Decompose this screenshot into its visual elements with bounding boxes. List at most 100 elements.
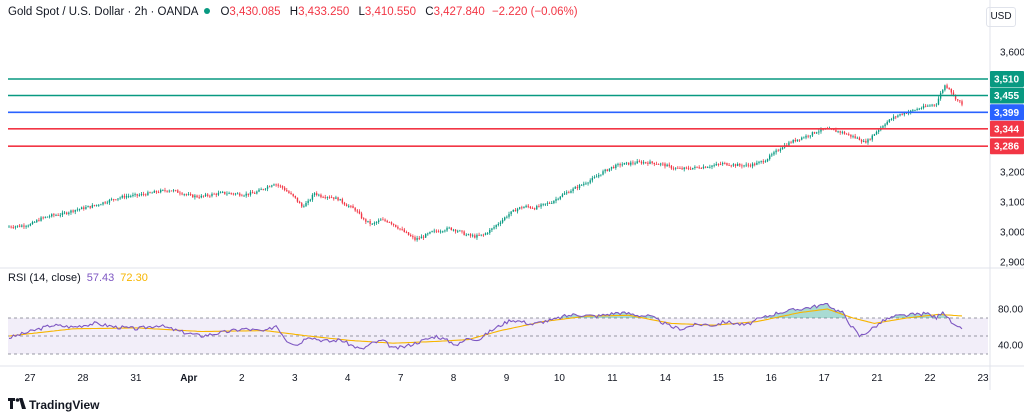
candle-body [452, 229, 455, 231]
currency-button[interactable]: USD [986, 7, 1016, 27]
candle-body [273, 184, 275, 186]
candle-body [431, 231, 433, 232]
candle-body [805, 135, 807, 138]
candle-body [903, 112, 906, 115]
candle-body [234, 193, 237, 195]
candle-body [192, 194, 194, 198]
candle-body [888, 119, 891, 122]
candle-body [489, 229, 491, 233]
candle-body [747, 164, 750, 166]
candle-body [53, 214, 55, 216]
rsi-band-background [8, 318, 988, 354]
candle-body [164, 190, 166, 191]
candle-body [44, 216, 47, 218]
candle-body [950, 88, 953, 93]
candle-body [21, 225, 23, 227]
y-tick-label: 3,200 [1000, 168, 1024, 179]
candle-body [548, 203, 551, 204]
candle-body [401, 228, 403, 230]
candle-body [480, 234, 482, 236]
candle-body [653, 162, 656, 165]
candle-body [467, 234, 470, 236]
x-tick-label: 17 [819, 373, 831, 384]
candle-body [230, 193, 232, 194]
candle-body [679, 168, 681, 169]
candle-body [25, 226, 27, 227]
candle-body [760, 161, 762, 162]
candle-body [884, 124, 886, 127]
candle-body [835, 129, 837, 132]
candle-body [651, 161, 653, 163]
candle-body [283, 187, 286, 191]
candle-body [422, 236, 425, 238]
candle-body [236, 193, 239, 195]
candle-body [506, 216, 508, 218]
candle-body [198, 196, 200, 198]
candle-body [856, 137, 858, 139]
candle-body [279, 185, 282, 187]
tradingview-logo[interactable]: TradingView [8, 398, 99, 412]
candle-body [305, 202, 307, 207]
candle-body [580, 184, 583, 186]
candle-body [87, 206, 89, 208]
candle-body [897, 115, 899, 117]
candle-body [781, 147, 784, 150]
candle-body [820, 129, 822, 132]
candle-body [512, 210, 514, 212]
candle-body [657, 164, 660, 165]
candle-body [18, 225, 21, 227]
candle-body [510, 211, 512, 215]
candle-body [741, 165, 743, 167]
candle-body [215, 193, 217, 195]
candle-body [484, 233, 487, 235]
candle-body [386, 220, 388, 223]
candle-body [854, 136, 856, 138]
candle-body [46, 216, 49, 218]
candle-body [627, 162, 630, 165]
candle-body [670, 165, 673, 169]
candle-body [469, 234, 472, 236]
candle-body [207, 194, 209, 196]
candle-body [320, 194, 322, 198]
candle-body [739, 164, 741, 166]
candle-body [271, 185, 273, 187]
candle-body [57, 215, 59, 216]
candle-body [756, 162, 758, 165]
candle-body [125, 196, 128, 198]
candle-body [38, 220, 40, 221]
candle-body [277, 184, 279, 186]
candle-body [23, 225, 25, 227]
candle-body [790, 142, 792, 144]
candle-body [70, 210, 72, 213]
candle-body [40, 217, 42, 221]
candle-body [768, 155, 771, 160]
candle-body [649, 161, 651, 164]
candle-body [145, 194, 147, 196]
candle-body [399, 228, 401, 230]
candle-body [736, 164, 739, 166]
candle-body [388, 222, 391, 223]
candle-body [160, 190, 162, 193]
candle-body [268, 186, 271, 188]
candle-body [61, 212, 64, 215]
candle-body [623, 163, 626, 165]
candle-body [717, 164, 720, 165]
candle-body [702, 166, 705, 169]
candle-body [745, 164, 747, 166]
high-label: H [289, 6, 299, 18]
candle-body [486, 232, 489, 234]
candle-body [910, 110, 912, 113]
candle-body [504, 217, 506, 220]
candle-body [721, 163, 724, 165]
open-label: O [220, 6, 230, 18]
candle-body [132, 194, 134, 196]
candle-body [698, 167, 700, 169]
candle-body [301, 203, 303, 207]
y-tick-label: 3,600 [1000, 48, 1024, 59]
candle-body [281, 186, 284, 188]
candle-body [266, 186, 269, 189]
close-label: C [425, 6, 434, 18]
candle-body [476, 234, 478, 238]
rsi-ma-value: 72.30 [120, 272, 148, 284]
